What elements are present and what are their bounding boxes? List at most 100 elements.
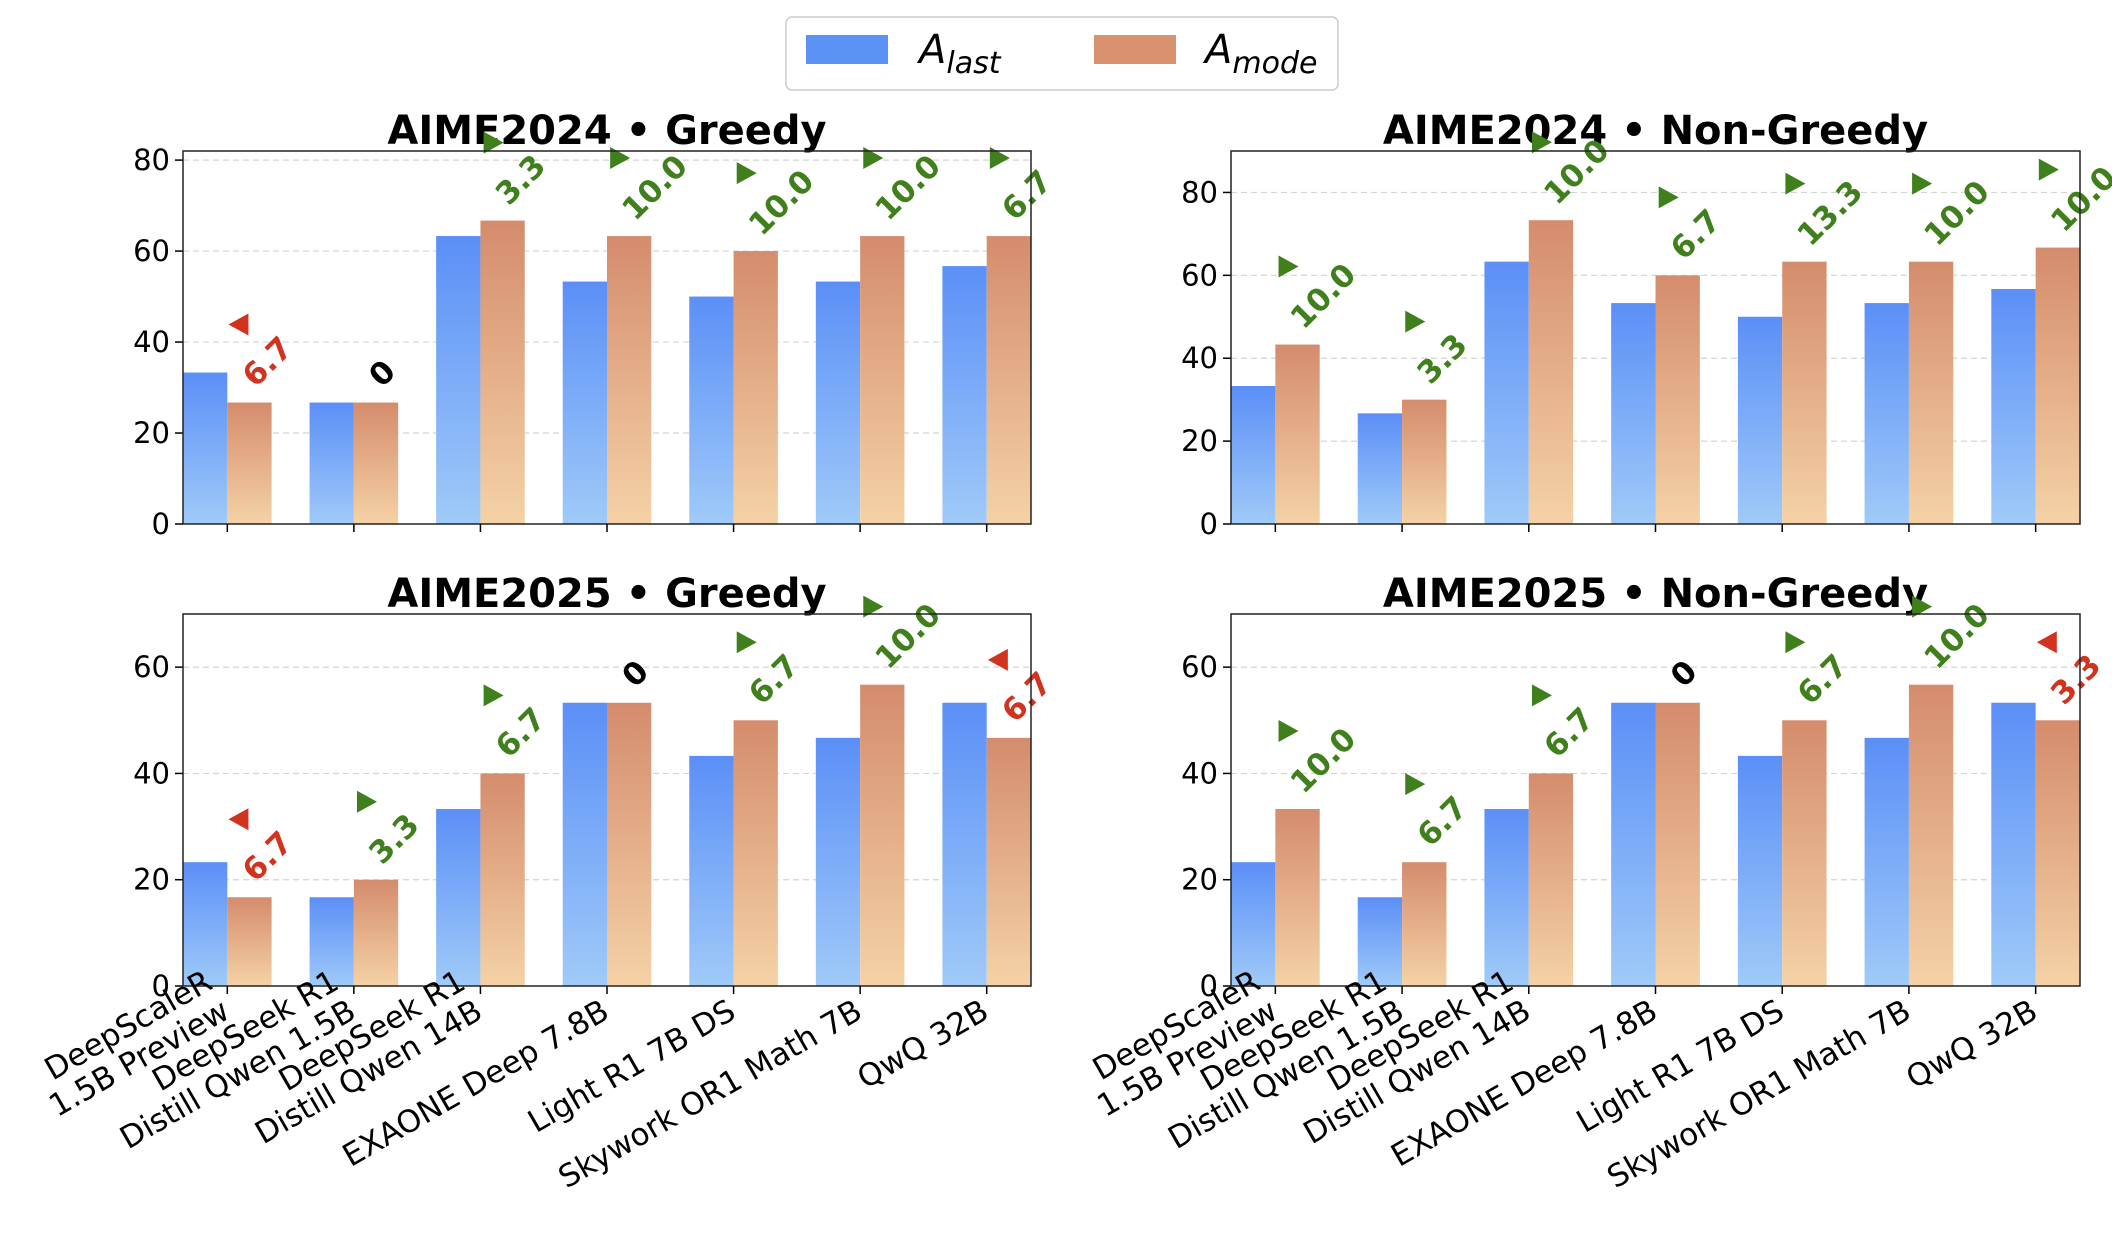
increase-arrow-icon	[483, 684, 504, 707]
increase-arrow-icon	[989, 147, 1010, 170]
increase-arrow-icon	[1785, 172, 1806, 195]
increase-arrow-icon	[1531, 131, 1552, 154]
delta-label: 10.0	[1917, 597, 1997, 677]
legend-swatch-mode	[1094, 35, 1176, 64]
delta-label: 13.3	[1791, 174, 1871, 254]
chart-panel-4: AIME2025 • Non-Greedy 0 20 40 60 10.0 6.7 6.7 0 6…	[1087, 571, 2109, 1196]
bar-a-last	[183, 372, 228, 524]
delta-label: 10.0	[1284, 721, 1364, 801]
bar-a-last	[1611, 303, 1656, 524]
increase-arrow-icon	[736, 162, 757, 185]
bar-a-last	[815, 737, 861, 986]
decrease-arrow-icon	[228, 313, 249, 336]
decrease-arrow-icon	[2036, 631, 2057, 654]
bar-a-last	[1357, 413, 1403, 524]
bar-a-last	[1357, 897, 1403, 986]
decrease-arrow-icon	[228, 808, 249, 831]
bar-a-last	[689, 296, 734, 524]
y-tick-label: 0	[1200, 507, 1218, 541]
bar-a-mode	[607, 702, 652, 986]
bar-a-last	[1737, 316, 1783, 524]
y-tick-label: 20	[133, 416, 170, 450]
chart-title: AIME2025 • Non-Greedy	[1383, 571, 1928, 617]
delta-label: 3.3	[1410, 327, 1474, 391]
increase-arrow-icon	[1278, 255, 1299, 278]
y-tick-label: 60	[1181, 650, 1218, 684]
bar-a-last	[1991, 289, 2036, 524]
delta-label: 6.7	[1410, 790, 1474, 854]
legend: Alast Amode	[785, 16, 1339, 91]
bar-a-mode	[1782, 261, 1827, 524]
chart-title: AIME2025 • Greedy	[387, 571, 826, 617]
bar-a-mode	[1528, 773, 1574, 986]
y-tick-label: 80	[133, 143, 170, 177]
bar-a-mode	[986, 236, 1031, 524]
bar-a-last	[1484, 261, 1529, 524]
delta-label: 6.7	[236, 330, 300, 394]
bar-a-mode	[860, 236, 905, 524]
y-tick-label: 20	[133, 863, 170, 897]
delta-label: 3.3	[489, 148, 553, 212]
x-tick-label: QwQ 32B	[1900, 993, 2043, 1097]
bar-a-mode	[2035, 720, 2080, 986]
bar-a-mode	[227, 402, 272, 524]
x-tick-label: QwQ 32B	[851, 993, 994, 1097]
increase-arrow-icon	[1785, 631, 1806, 654]
increase-arrow-icon	[1278, 720, 1299, 743]
bar-a-last	[689, 755, 734, 986]
bar-a-mode	[1402, 862, 1447, 986]
bar-a-mode	[607, 236, 652, 524]
y-tick-label: 60	[133, 234, 170, 268]
increase-arrow-icon	[863, 595, 884, 618]
chart-title: AIME2024 • Greedy	[387, 108, 826, 154]
bar-a-mode	[1782, 720, 1827, 986]
bar-a-mode	[1402, 399, 1447, 524]
bar-a-last	[815, 281, 861, 524]
y-tick-label: 40	[1181, 756, 1218, 790]
y-tick-label: 60	[133, 650, 170, 684]
y-tick-label: 40	[133, 325, 170, 359]
bar-a-mode	[1908, 684, 1954, 986]
bar-a-last	[1231, 862, 1276, 986]
y-tick-label: 20	[1181, 424, 1218, 458]
delta-label: 10.0	[868, 597, 948, 677]
y-tick-label: 40	[1181, 341, 1218, 375]
increase-arrow-icon	[1405, 773, 1426, 796]
bar-a-last	[562, 281, 607, 524]
bar-a-mode	[1655, 275, 1700, 524]
bar-a-last	[1484, 809, 1529, 986]
bar-a-mode	[1655, 702, 1700, 986]
bar-a-last	[942, 702, 987, 986]
delta-label: 6.7	[1791, 648, 1855, 712]
y-tick-label: 40	[133, 756, 170, 790]
bar-a-mode	[1528, 220, 1574, 524]
bar-a-mode	[353, 879, 399, 986]
y-tick-label: 80	[1181, 175, 1218, 209]
bar-a-last	[1231, 385, 1276, 524]
bar-a-last	[1991, 702, 2036, 986]
delta-label: 6.7	[995, 665, 1059, 729]
delta-label: 3.3	[2044, 648, 2108, 712]
increase-arrow-icon	[863, 147, 884, 170]
delta-label: 0	[615, 654, 656, 695]
delta-label: 3.3	[362, 807, 426, 871]
chart-panel-2: AIME2024 • Non-Greedy 0 20 40 60 80 10.0 3.3 10.…	[1181, 108, 2112, 541]
delta-label: 0	[1664, 654, 1705, 695]
y-tick-label: 0	[152, 507, 170, 541]
bar-a-mode	[1275, 344, 1320, 524]
legend-frame	[785, 16, 1339, 91]
bar-a-mode	[986, 737, 1031, 986]
bar-a-last	[309, 402, 354, 524]
delta-label: 10.0	[1284, 257, 1364, 337]
bar-a-last	[1611, 702, 1656, 986]
increase-arrow-icon	[2038, 158, 2059, 181]
legend-label-last: Alast	[916, 27, 1002, 81]
bar-a-last	[562, 702, 607, 986]
bar-a-last	[1864, 303, 1909, 524]
increase-arrow-icon	[483, 131, 504, 154]
increase-arrow-icon	[1531, 684, 1552, 707]
decrease-arrow-icon	[987, 648, 1008, 671]
chart-panel-3: AIME2025 • Greedy 0 20 40 60 6.7 3.3 6.7 0 6.7 10.…	[39, 571, 1060, 1196]
increase-arrow-icon	[1405, 310, 1426, 333]
